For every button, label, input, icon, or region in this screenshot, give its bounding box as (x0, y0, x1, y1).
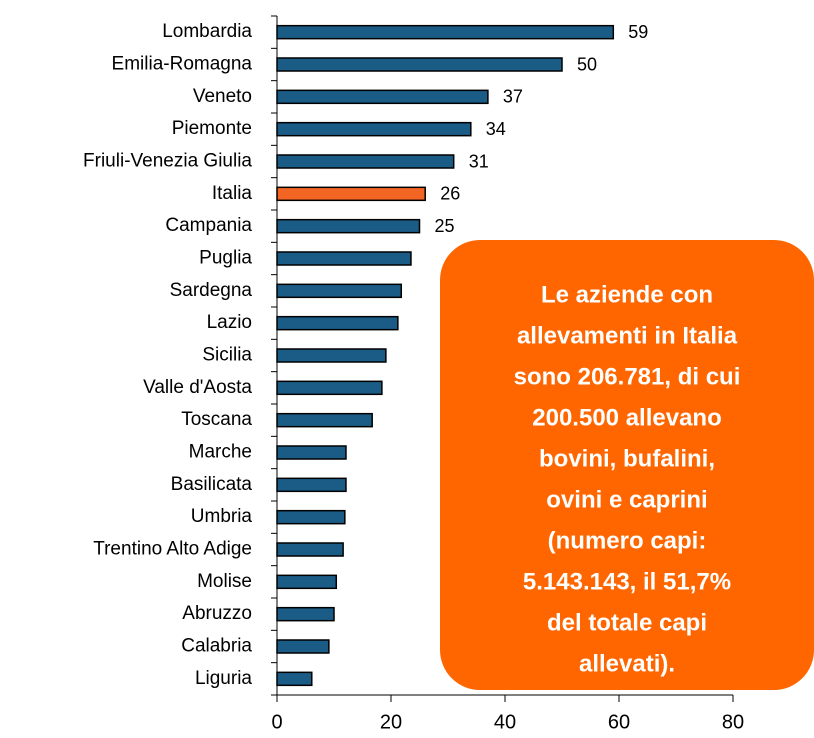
x-tick-label: 80 (722, 711, 744, 733)
category-label: Umbria (191, 506, 253, 527)
category-label: Puglia (199, 248, 252, 269)
annotation-text: bovini, bufalini, (539, 445, 715, 472)
annotation-text: ovini e caprini (546, 486, 707, 513)
category-label: Sicilia (202, 345, 252, 366)
annotation-text: del totale capi (547, 609, 707, 636)
category-label: Valle d'Aosta (143, 377, 252, 398)
bar (276, 542, 344, 557)
value-label: 59 (628, 22, 648, 42)
category-label: Abruzzo (182, 603, 252, 624)
x-tick-label: 40 (494, 711, 516, 733)
bar (276, 509, 346, 525)
category-label: Calabria (181, 636, 252, 657)
category-label: Italia (212, 183, 253, 204)
x-tick-label: 20 (380, 711, 402, 733)
bar (276, 348, 387, 363)
bar (276, 315, 399, 331)
category-label: Toscana (181, 409, 252, 430)
bar (276, 251, 412, 266)
bar (276, 218, 421, 234)
value-label: 37 (503, 87, 523, 107)
bar (276, 121, 472, 137)
bar (276, 574, 338, 590)
bar (276, 639, 330, 654)
bar (276, 477, 347, 493)
value-label: 34 (486, 119, 506, 139)
category-label: Piemonte (172, 118, 252, 139)
bar (276, 57, 563, 72)
bar (276, 89, 489, 105)
annotation-text: sono 206.781, di cui (514, 363, 741, 390)
category-label: Sardegna (170, 280, 253, 301)
category-label: Lazio (207, 312, 252, 333)
bar (276, 186, 426, 202)
bar (276, 445, 347, 460)
value-label: 26 (440, 184, 460, 204)
category-label: Campania (165, 215, 252, 236)
category-label: Trentino Alto Adige (93, 539, 252, 560)
annotation-text: allevamenti in Italia (517, 322, 738, 349)
annotation-box (440, 240, 814, 690)
annotation-text: 200.500 allevano (532, 404, 721, 431)
annotation-text: 5.143.143, il 51,7% (523, 568, 731, 595)
value-label: 31 (469, 151, 489, 171)
category-label: Lombardia (162, 21, 252, 42)
x-tick-label: 60 (608, 711, 630, 733)
bar (276, 606, 335, 622)
bar (276, 380, 383, 396)
category-label: Emilia-Romagna (112, 54, 253, 75)
bar (276, 671, 313, 687)
category-label: Veneto (193, 86, 252, 107)
bar (276, 412, 373, 428)
bar (276, 154, 455, 169)
x-tick-label: 0 (271, 711, 282, 733)
category-label: Basilicata (171, 474, 253, 495)
value-label: 25 (435, 216, 455, 236)
value-label: 50 (577, 54, 597, 74)
bar (276, 283, 403, 299)
annotation-text: Le aziende con (541, 281, 713, 308)
category-label: Friuli-Venezia Giulia (83, 151, 252, 172)
bar (276, 24, 615, 40)
category-label: Molise (197, 571, 252, 592)
annotation-text: (numero capi: (548, 527, 707, 554)
category-label: Marche (189, 442, 252, 463)
annotation-text: allevati). (579, 650, 675, 677)
category-label: Liguria (195, 668, 252, 689)
